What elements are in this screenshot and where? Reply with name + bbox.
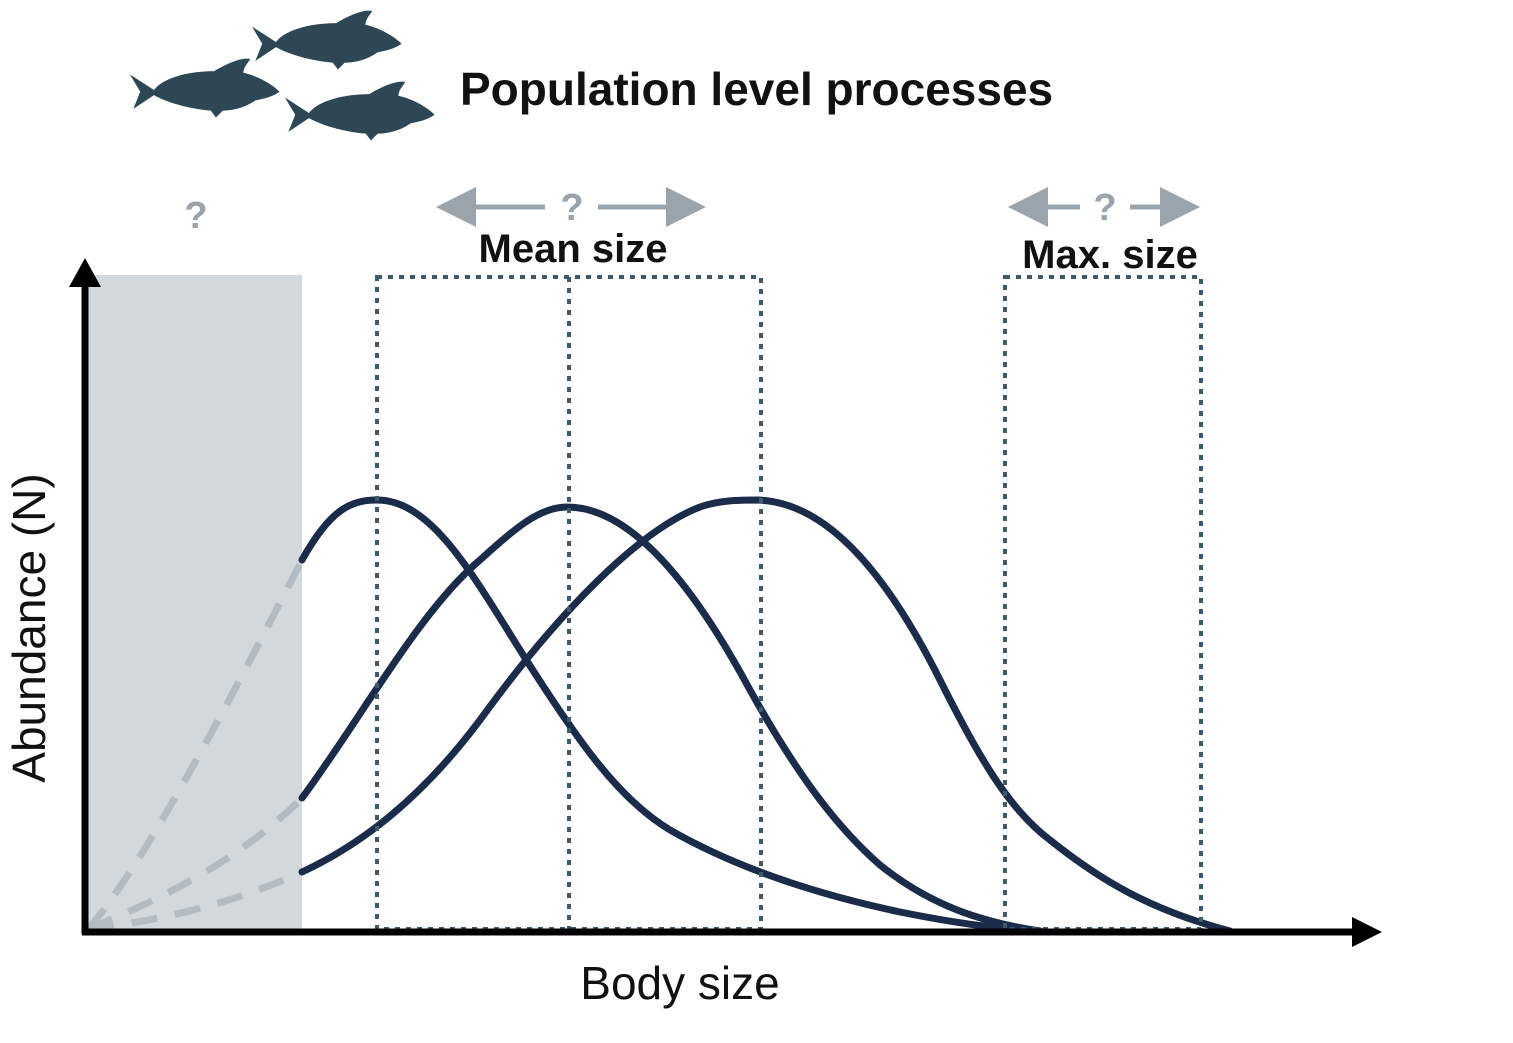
axes — [69, 258, 1382, 947]
y-axis-label: Abundance (N) — [3, 473, 55, 782]
mean-size-question-mark: ? — [560, 187, 583, 229]
distribution-curve-large — [298, 496, 1234, 935]
max-size-label: Max. size — [1022, 233, 1198, 277]
fish-icon — [129, 58, 280, 118]
dashed-curve-1 — [85, 558, 306, 932]
fish-icon — [251, 10, 402, 70]
distribution-curve-small — [298, 496, 1044, 935]
size-distribution-curves — [298, 496, 1234, 935]
unobserved-curve-segments — [85, 558, 306, 933]
fish-icon — [284, 81, 435, 141]
y-axis-arrowhead-icon — [69, 258, 101, 287]
mean-size-shift-indicator: ? — [436, 187, 706, 229]
x-axis-arrowhead-icon — [1352, 917, 1382, 947]
fish-school-icon — [129, 10, 435, 141]
distribution-curve-medium — [298, 503, 1044, 935]
max-size-question-mark: ? — [1093, 187, 1116, 229]
diagram-title: Population level processes — [460, 63, 1053, 115]
unknown-size-region — [85, 275, 302, 931]
mean-size-box — [375, 275, 763, 931]
unknown-region-question-mark: ? — [184, 195, 207, 237]
max-size-shift-indicator: ? — [1008, 187, 1200, 229]
dashed-curve-3 — [87, 868, 304, 933]
x-axis-label: Body size — [580, 957, 779, 1009]
mean-size-label: Mean size — [479, 227, 668, 271]
